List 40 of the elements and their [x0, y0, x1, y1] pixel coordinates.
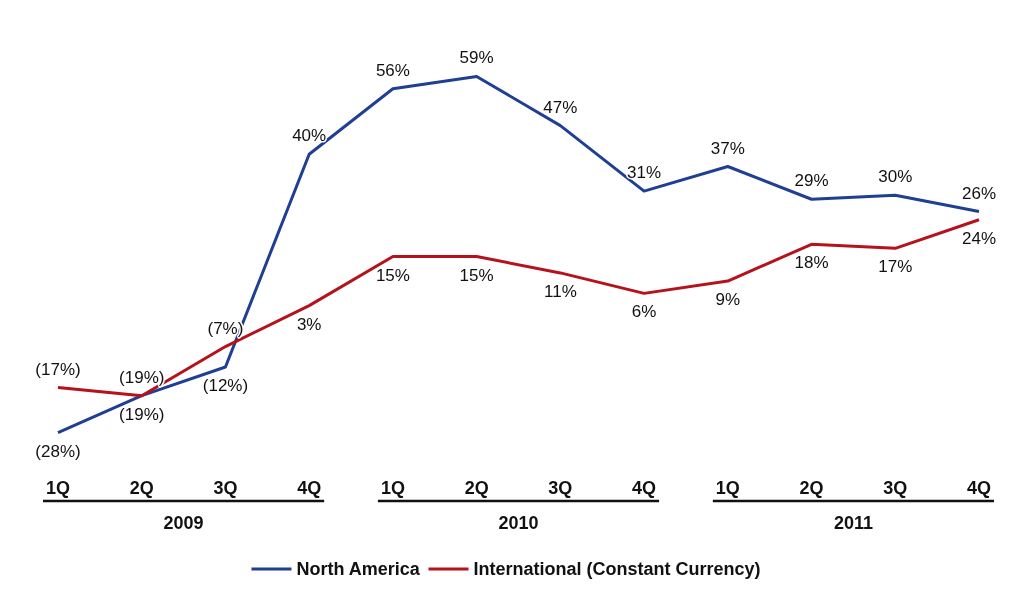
data-label: (12%): [202, 376, 249, 396]
data-label: 17%: [878, 257, 913, 277]
data-label: 24%: [961, 228, 997, 248]
x-tick-label: 3Q: [213, 478, 238, 498]
data-label: 11%: [543, 281, 577, 301]
data-label: 15%: [459, 265, 494, 285]
data-label: 29%: [794, 171, 829, 191]
data-label: 3%: [296, 314, 322, 334]
x-tick-label: 1Q: [380, 478, 405, 498]
x-tick-label: 4Q: [966, 478, 992, 498]
data-label: (28%): [35, 441, 81, 461]
data-label: (19%): [119, 404, 165, 424]
x-tick-label: 1Q: [45, 478, 71, 498]
data-label: 40%: [292, 126, 327, 146]
data-label: 37%: [710, 138, 745, 158]
text: 2010: [498, 513, 539, 533]
x-tick-label: 1Q: [715, 478, 740, 498]
data-label: 9%: [715, 290, 741, 310]
data-label: 31%: [627, 163, 662, 183]
x-tick-label: 2Q: [464, 478, 489, 498]
data-label: (19%): [119, 367, 165, 387]
x-tick-label: 4Q: [632, 478, 657, 498]
x-tick-label: 3Q: [883, 478, 908, 498]
data-label: 59%: [459, 48, 494, 68]
data-label: 30%: [878, 167, 913, 187]
x-tick-label: 3Q: [548, 478, 573, 498]
data-label: 26%: [961, 183, 997, 203]
legend-label: North America: [296, 559, 421, 579]
data-label: 18%: [794, 253, 829, 273]
data-label: (17%): [35, 359, 81, 379]
x-tick-label: 2Q: [129, 478, 154, 498]
data-label: 6%: [631, 302, 657, 322]
x-tick-label: 4Q: [297, 478, 322, 498]
data-label: 56%: [375, 60, 410, 80]
legend-label: International (Constant Currency): [473, 559, 761, 579]
text: 2011: [833, 513, 873, 533]
data-label: 15%: [375, 265, 410, 285]
x-tick-label: 2Q: [799, 478, 824, 498]
data-label: 47%: [543, 97, 578, 117]
text: 2009: [163, 513, 204, 533]
